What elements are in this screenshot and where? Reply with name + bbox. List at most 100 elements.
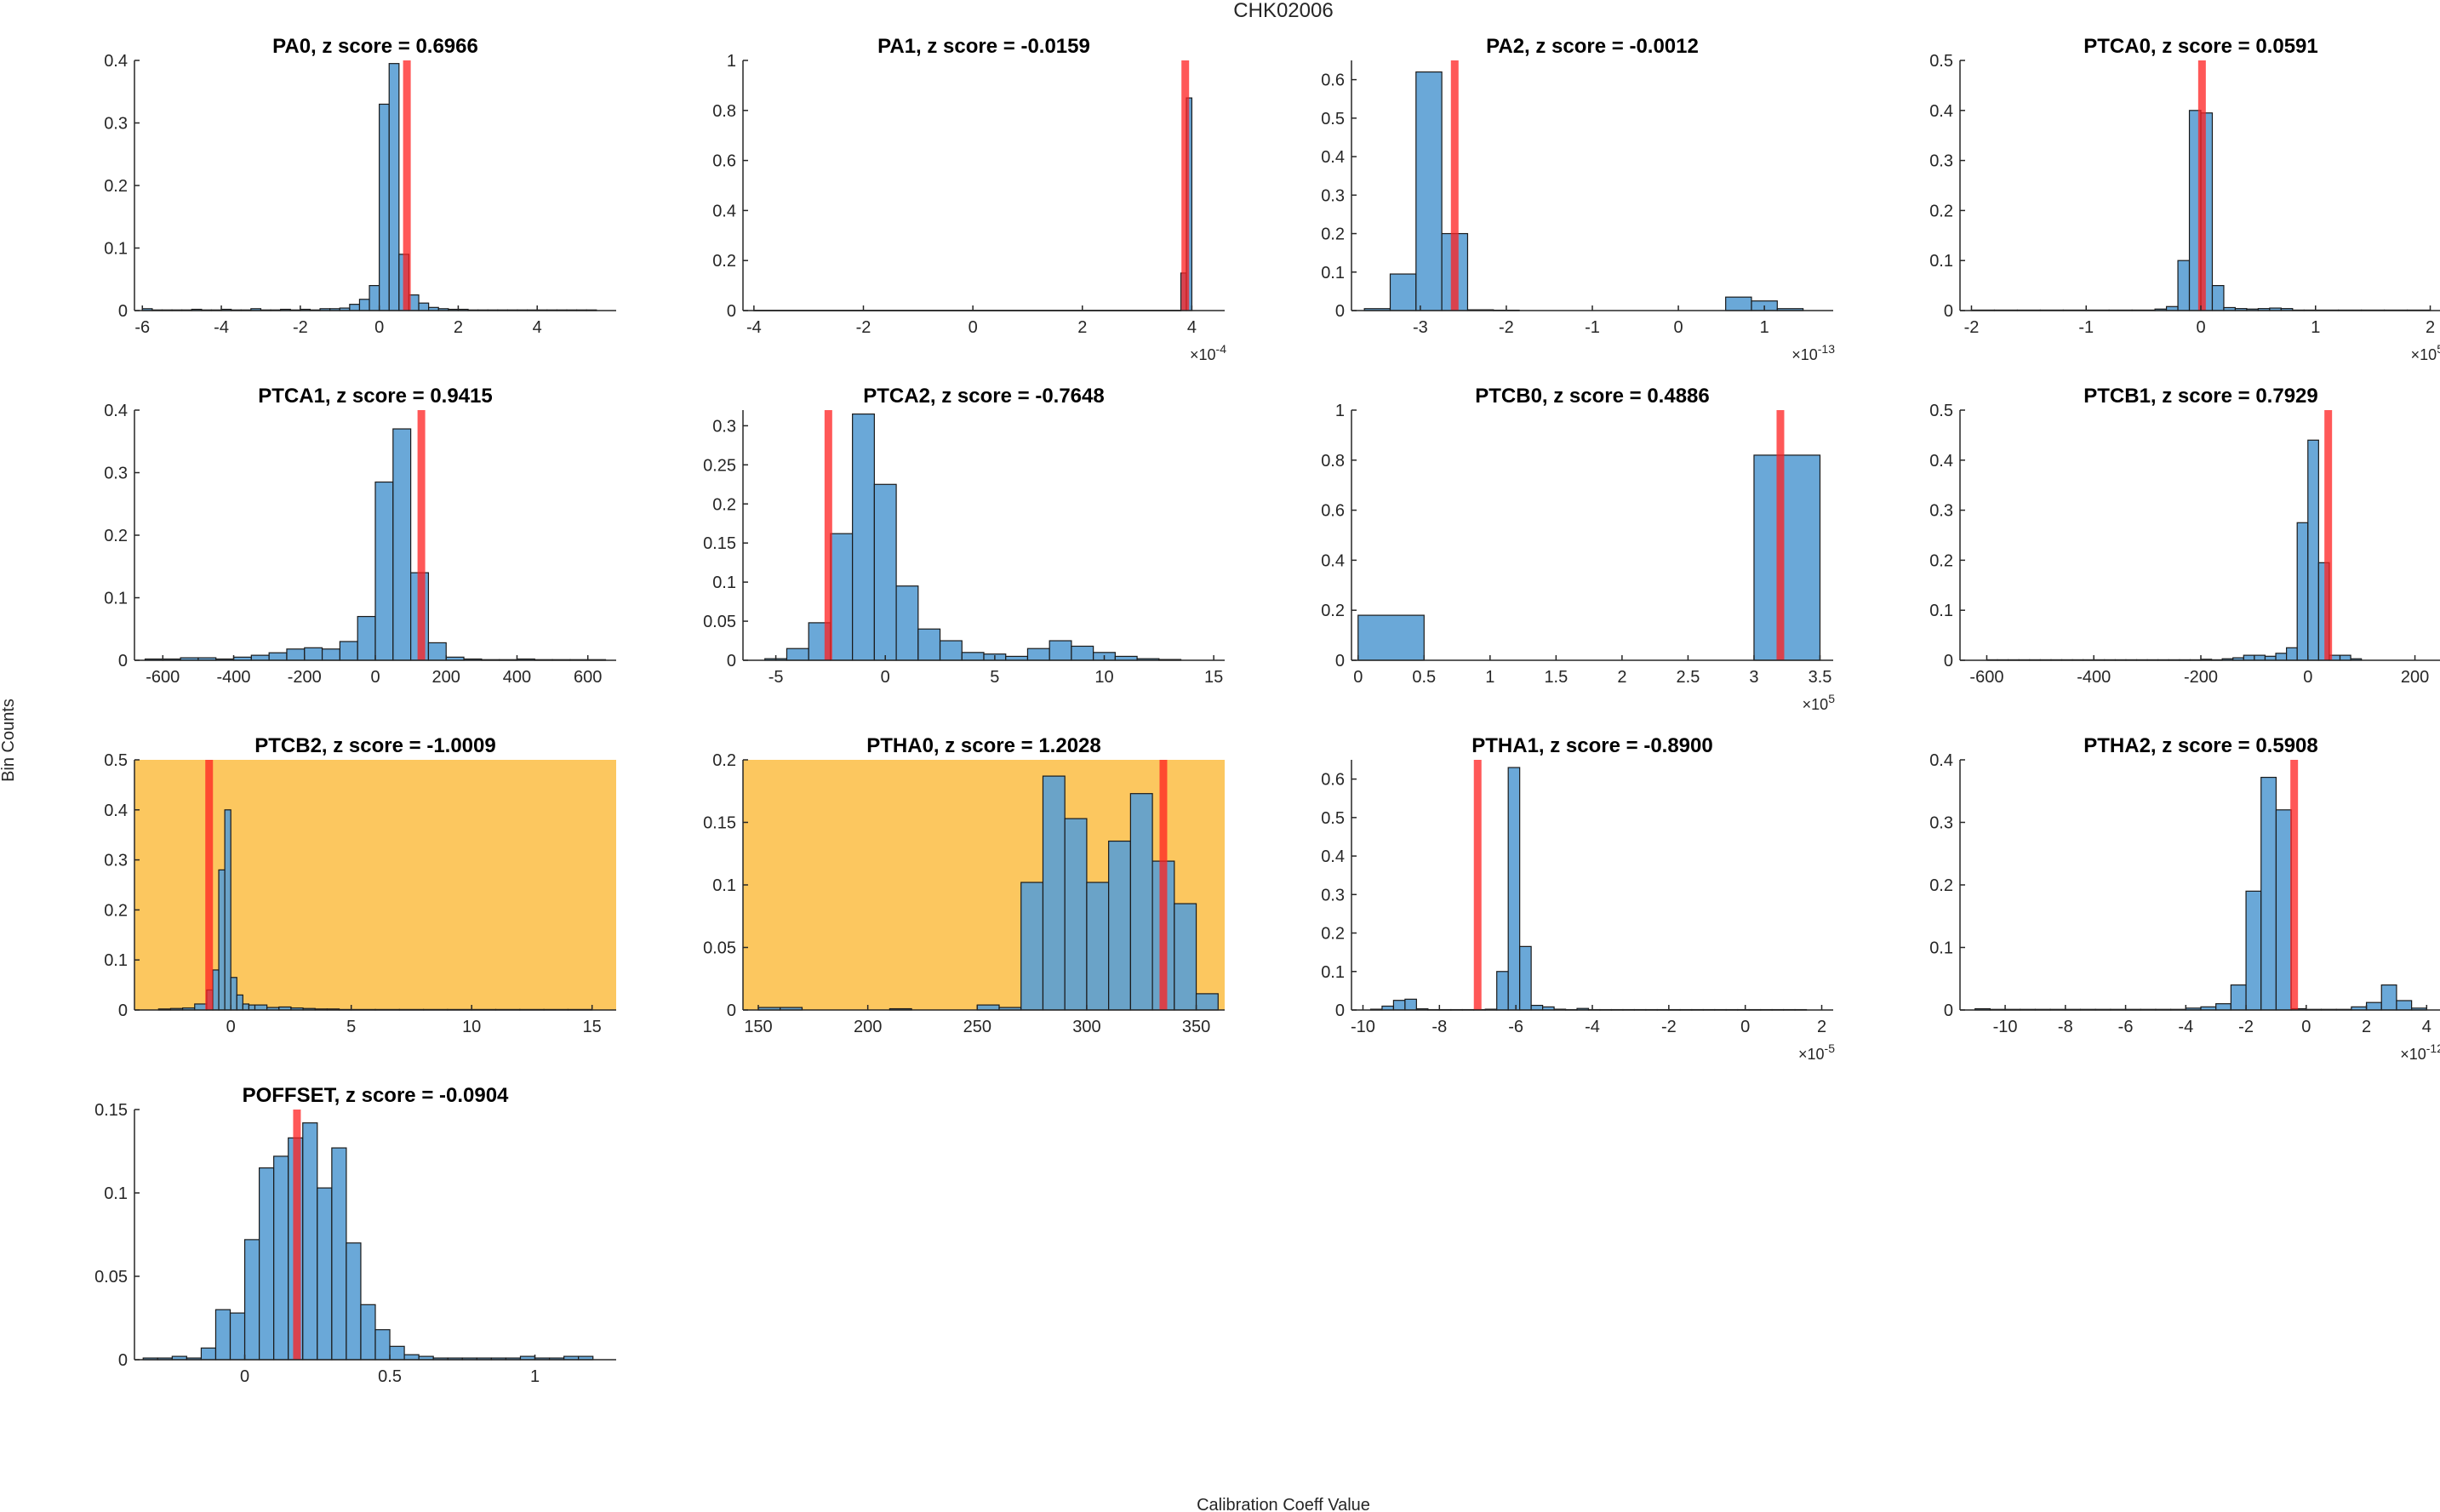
reference-value-marker (205, 760, 214, 1010)
histogram-bar (2245, 890, 2262, 1011)
histogram-panel: 150 200 250 300 350 0 0.05 0.1 0.15 0.2 PTHA0, z s… (703, 734, 1225, 1036)
reference-value-marker (293, 1110, 301, 1360)
histogram-panel: -600 -400 -200 0 200 400 600 0 0.1 0.2 0.3 0.4 PTCA1… (104, 385, 616, 687)
x-tick-label: -8 (1431, 1018, 1447, 1036)
x-tick-label: 0.5 (1412, 668, 1436, 687)
histogram-bar (1026, 648, 1050, 661)
histogram-bar (427, 642, 447, 661)
x-tick-label: -2 (1964, 318, 1980, 337)
figure-title: CHK02006 (1233, 0, 1333, 22)
x-tick-label: 2 (454, 318, 463, 337)
x-tick-label: -1 (2078, 318, 2094, 337)
y-tick-label: 0.2 (1929, 551, 1953, 570)
x-tick-label: 0 (881, 668, 890, 687)
axis-exponent-label: ×10-5 (1798, 1041, 1835, 1063)
y-tick-label: 0.2 (1929, 202, 1953, 220)
y-tick-label: 0.3 (1321, 886, 1345, 904)
histogram-bar (369, 285, 380, 311)
y-tick-label: 1 (727, 52, 736, 71)
histogram-bar (1108, 840, 1131, 1011)
y-tick-label: 0.1 (1321, 963, 1345, 982)
x-tick-label: 400 (503, 668, 531, 687)
histogram-panel: -600 -400 -200 0 200 0 0.1 0.2 0.3 0.4 0.5 PTCB1, z… (1929, 385, 2440, 687)
y-tick-label: 0.1 (712, 876, 736, 895)
histogram-bar (259, 1167, 275, 1361)
histogram-bar (229, 1312, 246, 1361)
y-tick-label: 0.15 (703, 534, 736, 553)
flagged-background (134, 760, 616, 1010)
y-tick-label: 0.5 (1929, 52, 1953, 71)
histogram-bar (254, 1004, 268, 1011)
histogram-bar (2177, 260, 2191, 311)
histogram-bar (786, 648, 809, 661)
histogram-bar (895, 585, 919, 661)
histogram-bar (2286, 647, 2298, 661)
x-tick-label: 0 (226, 1018, 236, 1036)
histogram-panel: -3 -2 -1 0 1 0 0.1 0.2 0.3 0.4 0.5 0.6 PA2, z score … (1321, 35, 1835, 363)
histogram-bar (1086, 882, 1110, 1011)
reference-value-marker (824, 410, 832, 660)
panel-title: PTCB1, z score = 0.7929 (2083, 385, 2317, 408)
histogram-bar (2380, 984, 2397, 1011)
panel-title: PTCB0, z score = 0.4886 (1475, 385, 1709, 408)
y-tick-label: 0.4 (104, 402, 128, 420)
x-tick-label: -4 (2178, 1018, 2193, 1036)
reference-value-marker (1450, 60, 1459, 311)
histogram-bar (357, 615, 376, 661)
histogram-bar (304, 647, 323, 661)
y-tick-label: 0.5 (104, 751, 128, 770)
histogram-panel: -6 -4 -2 0 2 4 0 0.1 0.2 0.3 0.4 PA0, z score = 0.6… (104, 35, 616, 337)
x-tick-label: 200 (2401, 668, 2429, 687)
x-tick-label: -2 (293, 318, 308, 337)
y-tick-label: 0 (727, 652, 736, 670)
histogram-panel: 0 0.5 1 0 0.05 0.1 0.15 POFFSET, z score = -0.0… (94, 1084, 616, 1386)
y-tick-label: 0 (118, 1351, 128, 1370)
histogram-bar (218, 869, 226, 1011)
histogram-bar (1042, 775, 1066, 1011)
y-tick-label: 0.1 (104, 240, 128, 259)
y-tick-label: 0.15 (703, 814, 736, 833)
x-tick-label: -400 (2077, 668, 2111, 687)
histogram-bar (1071, 645, 1094, 661)
histogram-bar (1049, 640, 1072, 661)
x-tick-label: 0 (969, 318, 978, 337)
y-tick-label: 0 (118, 1001, 128, 1020)
x-tick-label: 0 (2301, 1018, 2311, 1036)
y-tick-label: 0.1 (1929, 602, 1953, 620)
axis-exponent-label: ×10-13 (1791, 342, 1835, 363)
histogram-bar (349, 304, 361, 311)
histogram-bar (1519, 945, 1532, 1011)
x-tick-label: -10 (1351, 1018, 1375, 1036)
histogram-bar (321, 648, 340, 661)
y-tick-label: 0 (727, 1001, 736, 1020)
y-tick-label: 0.3 (1929, 152, 1953, 171)
x-tick-label: -200 (2184, 668, 2218, 687)
histogram-bar (1753, 454, 1821, 661)
y-tick-label: 0.15 (94, 1101, 128, 1120)
histogram-bar (2396, 1000, 2413, 1011)
x-tick-label: 200 (432, 668, 460, 687)
histogram-bar (2243, 654, 2255, 661)
x-tick-label: 15 (583, 1018, 602, 1036)
histogram-bar (2296, 522, 2309, 661)
x-tick-label: 10 (462, 1018, 481, 1036)
y-tick-label: 0.3 (104, 852, 128, 870)
y-tick-label: 0.05 (94, 1268, 128, 1287)
histogram-bar (1530, 1004, 1544, 1011)
histogram-bar (1392, 1000, 1406, 1011)
histogram-bar (224, 809, 231, 1011)
y-tick-label: 0.4 (712, 202, 736, 220)
y-tick-label: 0.5 (1321, 110, 1345, 128)
x-tick-label: 4 (1187, 318, 1197, 337)
x-tick-label: 2 (1077, 318, 1087, 337)
x-tick-label: -600 (1969, 668, 2003, 687)
x-tick-label: 2 (1817, 1018, 1826, 1036)
x-tick-label: -4 (1585, 1018, 1600, 1036)
histogram-bar (346, 1242, 362, 1361)
histogram-bar (2275, 809, 2292, 1011)
x-tick-label: -6 (1508, 1018, 1523, 1036)
histogram-bar (403, 1354, 420, 1361)
reference-value-marker (403, 60, 411, 311)
reference-value-marker (2324, 410, 2333, 660)
y-tick-label: 0.2 (1321, 225, 1345, 244)
